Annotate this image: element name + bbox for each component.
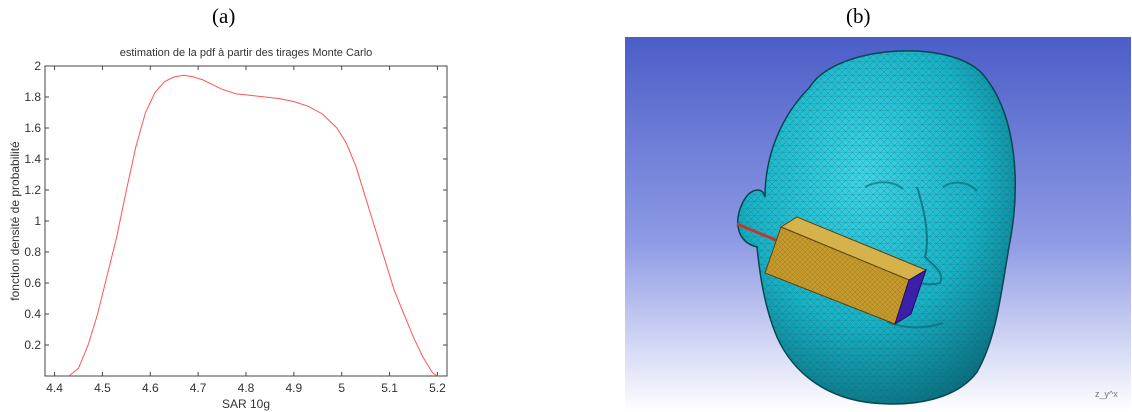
head-mesh xyxy=(737,50,1016,405)
y-tick-label: 1.6 xyxy=(24,121,41,135)
x-tick-label: 4.7 xyxy=(190,381,207,395)
panel-label-a: (a) xyxy=(212,4,236,28)
y-axis: 0.2 0.4 0.6 0.8 1 1.2 1.4 1.6 1.8 2 xyxy=(24,59,447,352)
panel-label-b: (b) xyxy=(846,4,871,28)
pdf-series-line xyxy=(68,74,438,377)
y-tick-label: 0.4 xyxy=(24,307,41,321)
x-tick-label: 4.6 xyxy=(142,381,159,395)
y-tick-label: 0.8 xyxy=(24,245,41,259)
y-tick-label: 2 xyxy=(34,59,41,73)
chart-title: estimation de la pdf à partir des tirage… xyxy=(120,47,373,59)
y-axis-label: fonction densité de probabilité xyxy=(8,141,22,301)
y-tick-label: 1.4 xyxy=(24,152,41,166)
x-tick-label: 5.1 xyxy=(381,381,398,395)
x-tick-label: 4.8 xyxy=(238,381,255,395)
x-tick-label: 5 xyxy=(338,381,345,395)
x-tick-label: 4.5 xyxy=(94,381,111,395)
y-tick-label: 1.2 xyxy=(24,183,41,197)
x-tick-label: 5.2 xyxy=(429,381,446,395)
x-tick-label: 4.4 xyxy=(46,381,63,395)
y-tick-label: 0.2 xyxy=(24,338,41,352)
y-tick-label: 1 xyxy=(34,214,41,228)
y-tick-label: 0.6 xyxy=(24,276,41,290)
pdf-line-chart: estimation de la pdf à partir des tirage… xyxy=(8,47,448,411)
x-tick-label: 4.9 xyxy=(286,381,303,395)
plot-frame xyxy=(44,65,448,377)
phone-mesh xyxy=(736,216,928,326)
axis-orientation-icon: z_y^x xyxy=(1095,389,1118,399)
y-tick-label: 1.8 xyxy=(24,90,41,104)
x-axis: 4.4 4.5 4.6 4.7 4.8 4.9 5 5.1 5.2 xyxy=(46,66,446,395)
head-phone-mesh-render: z_y^x xyxy=(625,37,1131,412)
x-axis-label: SAR 10g xyxy=(222,397,270,411)
